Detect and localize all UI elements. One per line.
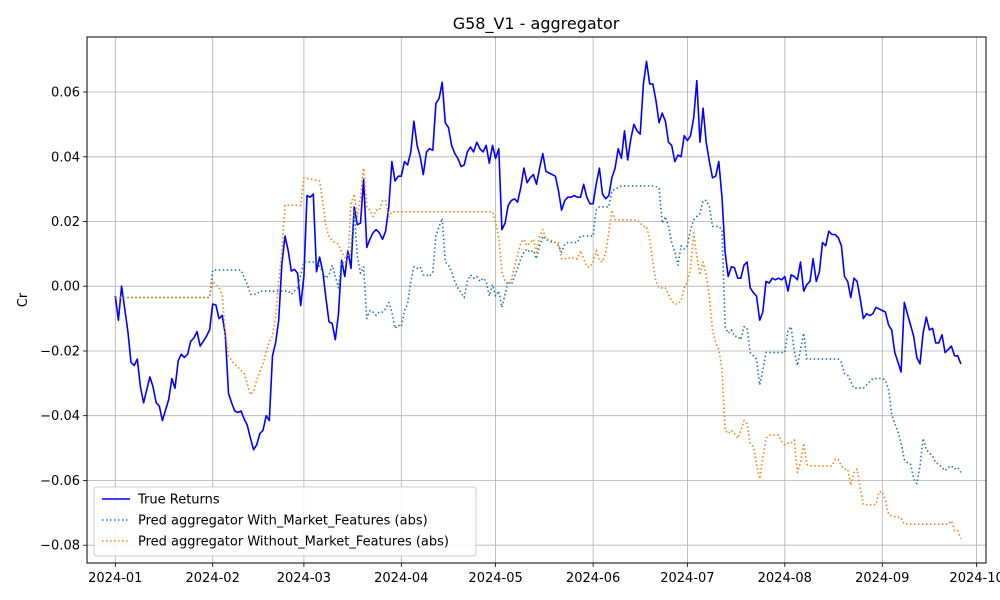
- y-tick-label: 0.04: [51, 150, 80, 165]
- legend-box: [93, 486, 477, 557]
- x-tick-label: 2024-03: [277, 571, 331, 586]
- x-tick-label: 2024-10: [949, 571, 1000, 586]
- series-line-1: [114, 60, 962, 451]
- x-axis: 2024-01 2024-02 2024-03 2024-04 2024-05 2024-…: [88, 563, 1000, 586]
- y-axis-label: Cr: [16, 292, 31, 307]
- x-tick-label: 2024-06: [566, 571, 620, 586]
- x-tick-label: 2024-01: [88, 571, 142, 586]
- legend-label: Pred aggregator Without_Market_Features …: [138, 535, 449, 550]
- y-tick-label: 0.06: [51, 86, 80, 101]
- legend-label: True Returns: [137, 493, 220, 508]
- x-tick-label: 2024-07: [660, 571, 714, 586]
- x-tick-label: 2024-02: [186, 571, 240, 586]
- grid: [87, 37, 986, 563]
- x-tick-label: 2024-08: [758, 571, 812, 586]
- x-tick-label: 2024-04: [374, 571, 428, 586]
- series-line-2: [115, 185, 962, 485]
- x-tick-label: 2024-09: [855, 571, 909, 586]
- x-tick-label: 2024-05: [468, 571, 522, 586]
- series-layer: [114, 60, 962, 539]
- legend-label: Pred aggregator With_Market_Features (ab…: [138, 514, 428, 529]
- y-tick-label: −0.08: [40, 539, 80, 554]
- y-tick-label: 0.02: [51, 215, 80, 230]
- chart-title: G58_V1 - aggregator: [453, 14, 620, 34]
- y-tick-label: −0.04: [40, 409, 80, 424]
- legend: True Returns Pred aggregator With_Market_…: [93, 486, 477, 557]
- plot-frame: [86, 36, 987, 564]
- y-axis: −0.08 −0.06 −0.04 −0.02 0.00 0.02 0.04 0.06: [40, 86, 87, 554]
- y-tick-label: −0.02: [40, 345, 80, 360]
- y-tick-label: −0.06: [40, 474, 80, 489]
- y-tick-label: 0.00: [51, 280, 80, 295]
